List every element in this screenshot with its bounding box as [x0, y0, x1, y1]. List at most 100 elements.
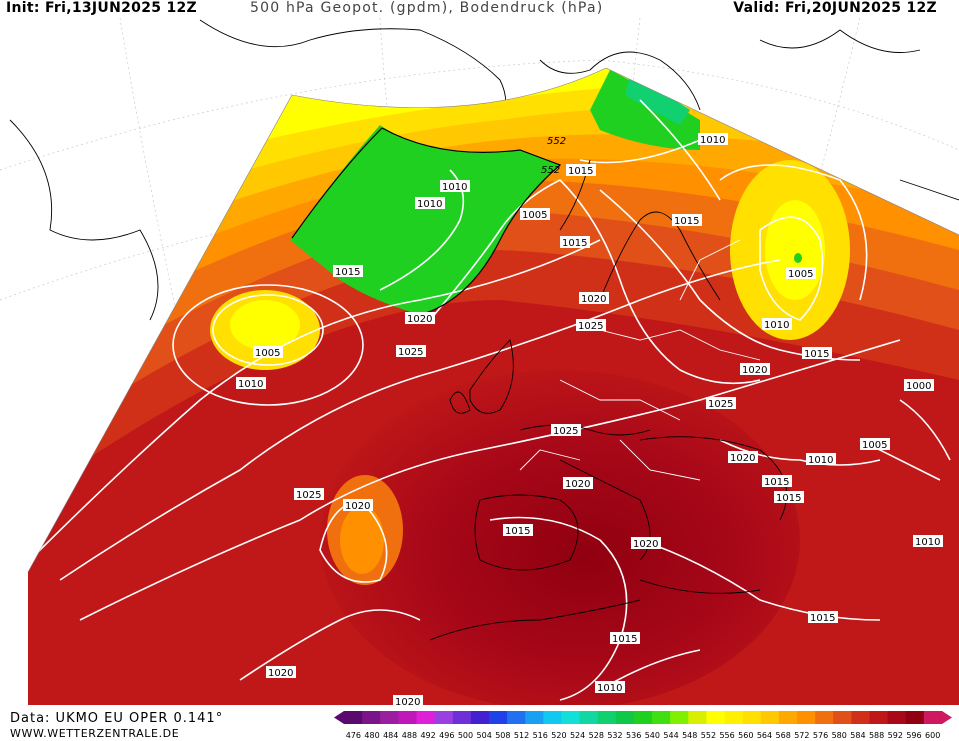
scale-tick-label: 536: [626, 731, 641, 740]
svg-text:1010: 1010: [764, 320, 789, 331]
label-box: 1010: [806, 453, 836, 466]
svg-text:1015: 1015: [804, 349, 829, 360]
scale-tick-label: 516: [533, 731, 548, 740]
scale-cell: [416, 711, 436, 724]
scale-cell: [579, 711, 599, 724]
label-box: 1015: [762, 475, 792, 488]
scale-cell: [470, 711, 490, 724]
svg-text:1020: 1020: [730, 453, 755, 464]
svg-text:1010: 1010: [417, 199, 442, 210]
isobar-labels: 1010 552 552 1015 1010 1010 1005 1015 10…: [236, 133, 943, 708]
data-source: Data: UKMO EU OPER 0.141°: [10, 711, 224, 726]
website-link[interactable]: WWW.WETTERZENTRALE.DE: [10, 727, 180, 740]
label-box: 1010: [913, 535, 943, 548]
scale-tick-label: 600: [925, 731, 940, 740]
label-box: 1015: [333, 265, 363, 278]
svg-text:1020: 1020: [742, 365, 767, 376]
init-time: Init: Fri,13JUN2025 12Z: [6, 0, 197, 16]
svg-text:1005: 1005: [862, 440, 887, 451]
scale-tick-label: 580: [832, 731, 847, 740]
label-box: 1020: [740, 363, 770, 376]
svg-text:1015: 1015: [764, 477, 789, 488]
svg-text:1005: 1005: [255, 348, 280, 359]
svg-text:1005: 1005: [522, 210, 547, 221]
scale-cell: [543, 711, 562, 724]
label-box: 1015: [503, 524, 533, 537]
scale-tick-label: 528: [589, 731, 604, 740]
label-box: 1020: [631, 537, 661, 550]
scale-cell: [833, 711, 852, 724]
svg-text:1020: 1020: [581, 294, 606, 305]
svg-text:1020: 1020: [268, 668, 293, 679]
scale-tick-label: 492: [420, 731, 435, 740]
scale-tick-label: 588: [869, 731, 884, 740]
label-box: 1010: [595, 681, 625, 694]
scale-cell: [760, 711, 780, 724]
scale-cell: [724, 711, 744, 724]
weather-map: 1010 552 552 1015 1010 1010 1005 1015 10…: [0, 18, 959, 708]
scale-cell: [778, 711, 798, 724]
label-box: 1015: [610, 632, 640, 645]
scale-tick-label: 552: [701, 731, 716, 740]
scale-cell: [652, 711, 671, 724]
scale-cell: [507, 711, 526, 724]
label-box: 1005: [786, 267, 816, 280]
scale-tick-label: 584: [850, 731, 865, 740]
label-box: 1020: [728, 451, 758, 464]
svg-text:1000: 1000: [906, 381, 931, 392]
label-box: 1015: [802, 347, 832, 360]
scale-tick-label: 544: [663, 731, 678, 740]
label-box: 1010: [236, 377, 266, 390]
scale-tick-label: 576: [813, 731, 828, 740]
scale-tick-label: 540: [645, 731, 660, 740]
svg-text:1020: 1020: [395, 697, 420, 708]
scale-cell: [869, 711, 889, 724]
svg-text:1020: 1020: [407, 314, 432, 325]
label-box: 1025: [396, 345, 426, 358]
svg-text:1015: 1015: [810, 613, 835, 624]
label-box: 1020: [579, 292, 609, 305]
scale-tick-label: 508: [495, 731, 510, 740]
label-box: 1010: [762, 318, 792, 331]
scale-arrow-right: [942, 711, 952, 724]
svg-text:1025: 1025: [398, 347, 423, 358]
scale-cell: [742, 711, 762, 724]
scale-tick-label: 504: [477, 731, 492, 740]
svg-text:552: 552: [547, 136, 566, 147]
label-box: 1015: [774, 491, 804, 504]
scale-tick-label: 592: [888, 731, 903, 740]
svg-text:1025: 1025: [708, 399, 733, 410]
scale-tick-label: 524: [570, 731, 585, 740]
label-box: 1020: [405, 312, 435, 325]
svg-text:1010: 1010: [442, 182, 467, 193]
svg-text:1010: 1010: [808, 455, 833, 466]
label-box: 1015: [672, 214, 702, 227]
isobars: [29, 99, 951, 701]
scale-cell: [851, 711, 871, 724]
scale-tick-label: 572: [794, 731, 809, 740]
svg-text:1015: 1015: [776, 493, 801, 504]
scale-cell: [905, 711, 925, 724]
scale-tick-label: 476: [346, 731, 361, 740]
scale-tick-label: 484: [383, 731, 398, 740]
label-box: 1010: [698, 133, 728, 146]
svg-text:1020: 1020: [345, 501, 370, 512]
scale-arrow-left: [334, 711, 344, 724]
scale-cell: [797, 711, 816, 724]
svg-text:1015: 1015: [562, 238, 587, 249]
scale-cell: [434, 711, 454, 724]
scale-cell: [398, 711, 417, 724]
scale-cell: [688, 711, 707, 724]
borders: [519, 239, 761, 481]
scale-cell: [344, 711, 363, 724]
scale-tick-label: 512: [514, 731, 529, 740]
label-box: 552: [541, 165, 560, 176]
label-box: 1015: [566, 164, 596, 177]
label-box: 1005: [253, 346, 283, 359]
svg-text:1025: 1025: [578, 321, 603, 332]
svg-text:1020: 1020: [633, 539, 658, 550]
chart-title: 500 hPa Geopot. (gpdm), Bodendruck (hPa): [250, 0, 604, 16]
svg-text:1010: 1010: [238, 379, 263, 390]
label-box: 1010: [415, 197, 445, 210]
scale-tick-label: 596: [906, 731, 921, 740]
